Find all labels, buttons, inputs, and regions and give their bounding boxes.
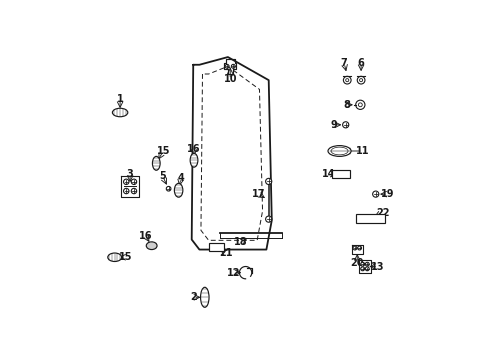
Text: 5: 5 — [159, 171, 165, 181]
Text: 4: 4 — [177, 173, 184, 183]
Circle shape — [355, 100, 364, 109]
Text: 1: 1 — [117, 94, 123, 104]
Circle shape — [357, 76, 364, 84]
Text: 17: 17 — [251, 189, 265, 199]
Circle shape — [342, 122, 348, 128]
Ellipse shape — [190, 153, 198, 167]
Text: 18: 18 — [234, 237, 247, 247]
Circle shape — [365, 267, 368, 271]
Circle shape — [225, 64, 228, 68]
Circle shape — [345, 78, 348, 82]
Ellipse shape — [112, 108, 127, 117]
Text: 12: 12 — [226, 267, 240, 278]
Ellipse shape — [146, 242, 157, 249]
Circle shape — [123, 179, 129, 184]
Circle shape — [372, 191, 378, 197]
Ellipse shape — [152, 156, 160, 170]
Text: 11: 11 — [355, 146, 368, 156]
Circle shape — [265, 178, 271, 184]
Text: 8: 8 — [343, 100, 350, 110]
Text: 2: 2 — [189, 292, 196, 302]
Text: 13: 13 — [370, 261, 384, 271]
Circle shape — [360, 267, 364, 271]
Circle shape — [365, 262, 368, 266]
Text: 9: 9 — [329, 120, 336, 130]
Circle shape — [352, 246, 356, 250]
Text: 16: 16 — [139, 231, 152, 241]
Text: 15: 15 — [156, 146, 170, 156]
Ellipse shape — [200, 287, 208, 307]
Text: 7: 7 — [340, 58, 347, 68]
Ellipse shape — [330, 147, 347, 155]
Text: 21: 21 — [219, 248, 233, 258]
Text: 3: 3 — [126, 169, 133, 179]
Circle shape — [265, 216, 271, 222]
Circle shape — [131, 188, 136, 194]
Circle shape — [360, 262, 364, 266]
Ellipse shape — [107, 253, 122, 261]
Text: 22: 22 — [375, 208, 388, 217]
Circle shape — [359, 78, 362, 82]
Circle shape — [131, 179, 136, 184]
Bar — [331, 170, 349, 178]
Bar — [355, 214, 384, 223]
Text: 16: 16 — [187, 144, 201, 154]
Text: 6: 6 — [357, 58, 364, 68]
Text: 15: 15 — [119, 252, 132, 262]
Circle shape — [231, 64, 235, 68]
Circle shape — [123, 188, 129, 194]
Text: 20: 20 — [350, 258, 363, 267]
Circle shape — [166, 186, 171, 191]
Circle shape — [357, 246, 361, 250]
Circle shape — [358, 103, 362, 107]
Ellipse shape — [174, 183, 183, 197]
Text: 14: 14 — [322, 169, 335, 179]
Ellipse shape — [327, 145, 350, 156]
Circle shape — [343, 76, 350, 84]
Text: 19: 19 — [381, 189, 394, 199]
Text: 10: 10 — [223, 75, 237, 84]
Bar — [208, 243, 224, 251]
